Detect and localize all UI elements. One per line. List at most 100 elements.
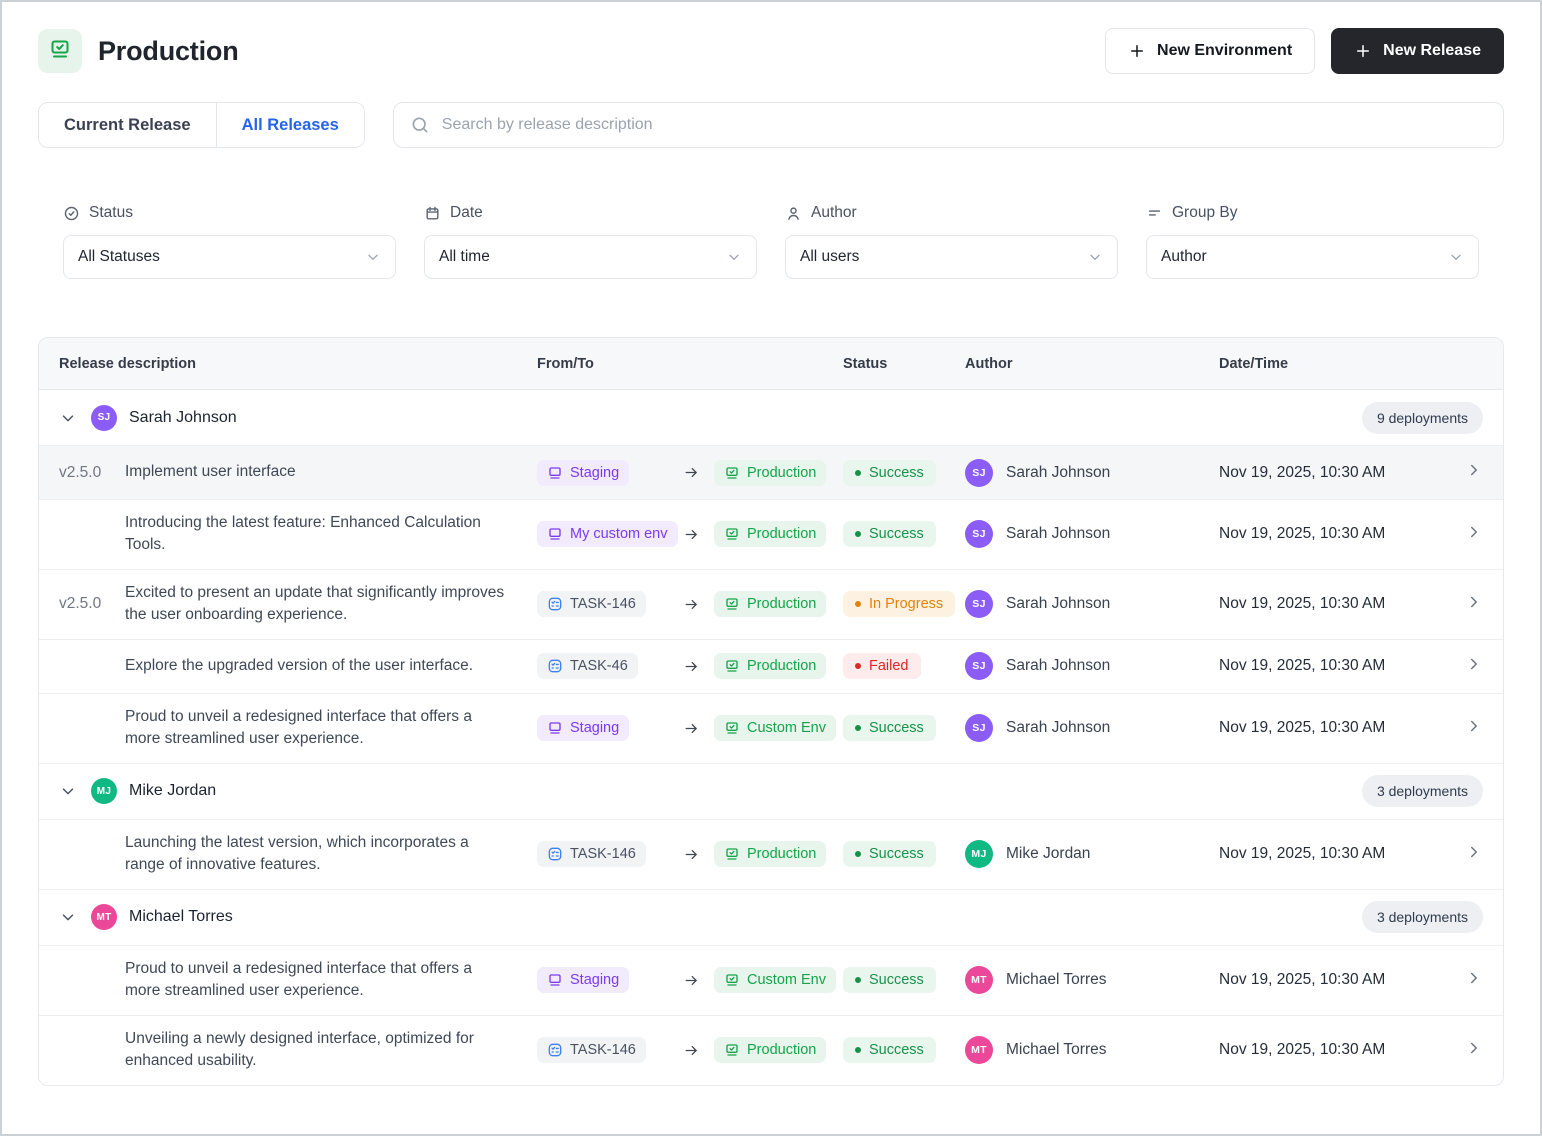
row-chevron[interactable] <box>1447 1039 1483 1062</box>
monitor-check-icon <box>48 37 72 66</box>
row-chevron[interactable] <box>1447 969 1483 992</box>
new-environment-button[interactable]: New Environment <box>1105 28 1316 74</box>
plus-icon <box>1354 42 1372 60</box>
table-row[interactable]: v2.5.0 Excited to present an update that … <box>39 569 1503 640</box>
chevron-down-icon[interactable] <box>59 908 77 926</box>
env-badge: Production <box>714 591 827 618</box>
chevron-down-icon[interactable] <box>59 782 77 800</box>
tab-current-release[interactable]: Current Release <box>39 103 216 147</box>
column-author: Author <box>965 355 1013 372</box>
author-select[interactable]: All users <box>785 235 1118 279</box>
status-badge: Success <box>843 521 936 548</box>
avatar: MT <box>965 966 993 995</box>
env-badge-label: Production <box>747 596 817 613</box>
env-badge-label: Staging <box>570 464 620 481</box>
chevron-down-icon <box>365 249 381 265</box>
avatar: MJ <box>91 778 117 805</box>
row-chevron[interactable] <box>1447 843 1483 866</box>
author-name: Sarah Johnson <box>1006 657 1111 675</box>
monitor-check-icon <box>724 1042 740 1058</box>
column-from-to: From/To <box>537 355 594 372</box>
chevron-down-icon <box>1087 249 1103 265</box>
env-badge: Staging <box>537 967 630 994</box>
monitor-check-icon <box>724 846 740 862</box>
table-row[interactable]: v2.5.0 Implement user interface Staging Pro… <box>39 446 1503 500</box>
row-chevron[interactable] <box>1447 655 1483 678</box>
author-name: Michael Torres <box>1006 1041 1107 1059</box>
from-to-cell: Staging Custom Env <box>537 715 843 742</box>
date-select[interactable]: All time <box>424 235 757 279</box>
chevron-right-icon <box>1465 593 1483 616</box>
table-row[interactable]: Unveiling a newly designed interface, op… <box>39 1015 1503 1085</box>
group-row[interactable]: MT Michael Torres 3 deployments <box>39 889 1503 946</box>
row-chevron[interactable] <box>1447 461 1483 484</box>
env-badge: Staging <box>537 715 630 742</box>
column-release-description: Release description <box>59 355 196 372</box>
arrow-right-icon <box>683 720 700 737</box>
search-icon <box>410 115 430 135</box>
table-row[interactable]: Proud to unveil a redesigned interface t… <box>39 693 1503 764</box>
row-chevron[interactable] <box>1447 593 1483 616</box>
table-row[interactable]: Introducing the latest feature: Enhanced… <box>39 500 1503 570</box>
from-to-cell: TASK-146 Production <box>537 841 843 868</box>
row-chevron[interactable] <box>1447 717 1483 740</box>
env-badge: Production <box>714 1037 827 1064</box>
chevron-down-icon[interactable] <box>59 409 77 427</box>
filter-group-by: Group By Author <box>1146 204 1479 279</box>
group-row[interactable]: MJ Mike Jordan 3 deployments <box>39 763 1503 820</box>
status-badge: Success <box>843 715 936 742</box>
env-badge-label: TASK-146 <box>570 596 636 613</box>
group-author-name: Mike Jordan <box>129 782 217 800</box>
table-header: Release description From/To Status Autho… <box>39 338 1503 390</box>
tab-all-releases[interactable]: All Releases <box>215 103 364 147</box>
date-time: Nov 19, 2025, 10:30 AM <box>1219 595 1386 613</box>
arrow-right-icon <box>683 972 700 989</box>
monitor-icon <box>547 526 563 542</box>
status-badge: Success <box>843 1037 936 1064</box>
column-status: Status <box>843 355 888 372</box>
table-row[interactable]: Proud to unveil a redesigned interface t… <box>39 945 1503 1016</box>
row-chevron[interactable] <box>1447 523 1483 546</box>
env-badge: Custom Env <box>714 715 836 742</box>
deployments-count-badge: 3 deployments <box>1361 901 1483 934</box>
arrow-right-icon <box>683 846 700 863</box>
author-cell: MT Michael Torres <box>965 1036 1219 1065</box>
top-bar: Production New Environment New Release <box>38 28 1504 74</box>
author-cell: SJ Sarah Johnson <box>965 652 1219 681</box>
avatar: SJ <box>965 652 993 681</box>
env-badge: Custom Env <box>714 967 836 994</box>
status-cell: Failed <box>843 653 965 680</box>
status-select-value: All Statuses <box>78 248 160 265</box>
filter-author-label: Author <box>811 204 857 221</box>
status-select[interactable]: All Statuses <box>63 235 396 279</box>
from-to-cell: TASK-146 Production <box>537 591 843 618</box>
table-row[interactable]: Launching the latest version, which inco… <box>39 819 1503 890</box>
release-description: Explore the upgraded version of the user… <box>125 657 474 675</box>
avatar: SJ <box>965 458 993 487</box>
author-name: Sarah Johnson <box>1006 719 1111 737</box>
arrow-right-icon <box>683 526 700 543</box>
search-input[interactable] <box>441 116 1487 134</box>
filter-status: Status All Statuses <box>63 204 396 279</box>
release-description: Unveiling a newly designed interface, op… <box>125 1029 474 1070</box>
table-row[interactable]: Explore the upgraded version of the user… <box>39 639 1503 694</box>
status-cell: Success <box>843 841 965 868</box>
filter-group-by-label: Group By <box>1172 204 1238 221</box>
author-select-value: All users <box>800 248 860 265</box>
new-release-button[interactable]: New Release <box>1331 28 1504 74</box>
monitor-check-icon <box>724 596 740 612</box>
group-by-select-value: Author <box>1161 248 1207 265</box>
group-row[interactable]: SJ Sarah Johnson 9 deployments <box>39 390 1503 446</box>
chevron-right-icon <box>1465 969 1483 992</box>
releases-table: Release description From/To Status Autho… <box>38 337 1504 1086</box>
status-cell: Success <box>843 967 965 994</box>
env-badge: TASK-146 <box>537 591 646 618</box>
environment-icon-container <box>38 29 82 73</box>
group-by-select[interactable]: Author <box>1146 235 1479 279</box>
env-badge: TASK-146 <box>537 1037 646 1064</box>
from-to-cell: Staging Custom Env <box>537 967 843 994</box>
from-to-cell: Staging Production <box>537 459 843 486</box>
env-badge: Production <box>714 521 827 548</box>
env-badge-label: Production <box>747 1042 817 1059</box>
env-badge-label: Custom Env <box>747 720 826 737</box>
